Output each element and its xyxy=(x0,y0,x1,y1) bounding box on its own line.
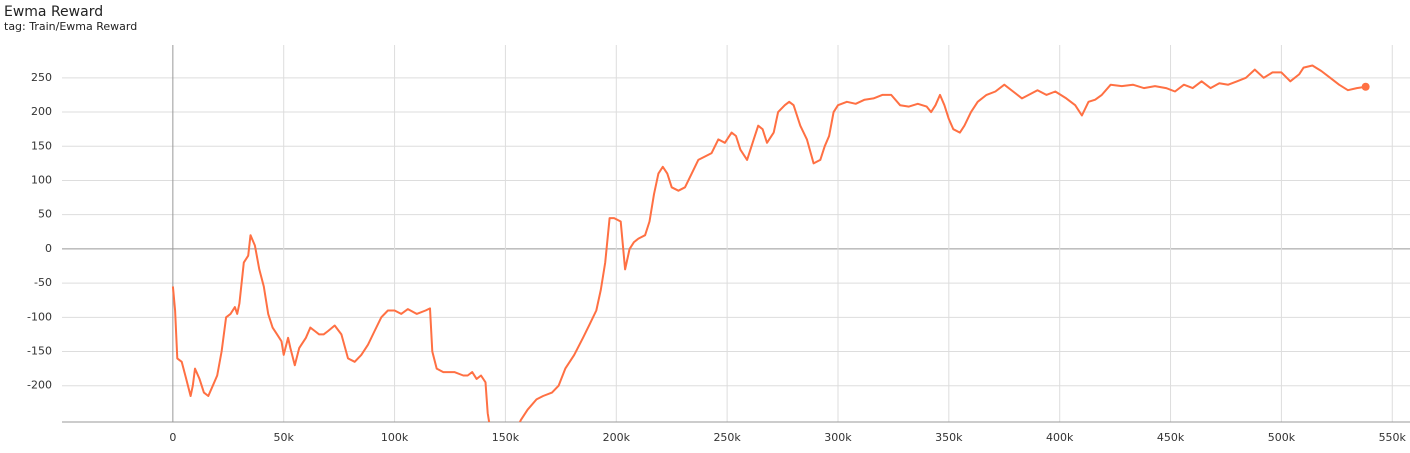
x-tick-label: 300k xyxy=(824,431,852,444)
x-tick-label: 500k xyxy=(1268,431,1296,444)
y-tick-label: 200 xyxy=(31,105,52,118)
chart-title: Ewma Reward xyxy=(4,4,103,20)
x-tick-label: 150k xyxy=(492,431,520,444)
x-tick-label: 450k xyxy=(1157,431,1185,444)
x-tick-label: 250k xyxy=(713,431,741,444)
y-tick-label: -50 xyxy=(34,276,52,289)
y-tick-label: 150 xyxy=(31,139,52,152)
x-tick-label: 550k xyxy=(1379,431,1407,444)
y-tick-label: 250 xyxy=(31,71,52,84)
x-tick-label: 400k xyxy=(1046,431,1074,444)
x-tick-label: 50k xyxy=(274,431,295,444)
x-tick-label: 100k xyxy=(381,431,409,444)
y-tick-label: 50 xyxy=(38,208,52,221)
y-tick-label: -200 xyxy=(27,379,52,392)
y-tick-label: 0 xyxy=(45,242,52,255)
y-tick-label: -100 xyxy=(27,310,52,323)
y-tick-label: 100 xyxy=(31,173,52,186)
plot-area xyxy=(171,64,1370,422)
x-tick-label: 350k xyxy=(935,431,963,444)
chart-subtitle: tag: Train/Ewma Reward xyxy=(4,20,137,33)
last-point xyxy=(1361,82,1370,91)
x-tick-label: 0 xyxy=(169,431,176,444)
y-tick-label: -150 xyxy=(27,345,52,358)
line-series xyxy=(171,64,1366,422)
x-tick-label: 200k xyxy=(603,431,631,444)
